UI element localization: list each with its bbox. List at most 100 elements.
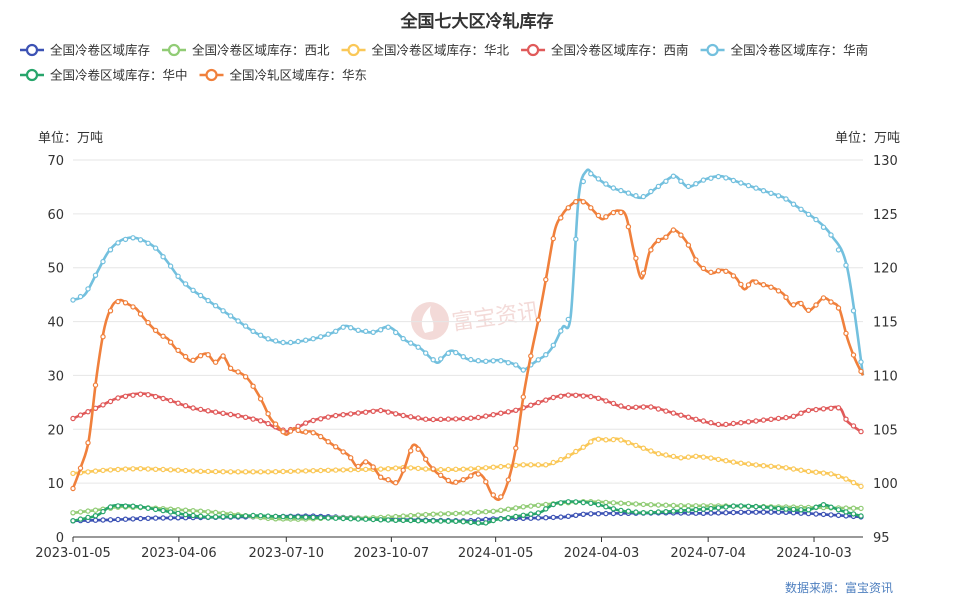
data-point — [798, 507, 804, 513]
data-point — [160, 333, 166, 339]
data-point — [415, 446, 421, 452]
right-y-tick-label: 130 — [873, 154, 898, 169]
data-point — [603, 499, 609, 506]
data-point — [227, 313, 234, 319]
data-point — [100, 508, 106, 515]
data-point — [670, 502, 677, 509]
data-point — [783, 196, 789, 202]
data-point — [858, 368, 864, 375]
data-point — [648, 188, 654, 195]
left-y-tick-label: 10 — [47, 477, 64, 492]
legend-item[interactable]: 全国冷卷区域库存：西南 — [521, 43, 689, 58]
data-point — [565, 499, 572, 505]
data-point — [565, 513, 572, 520]
legend-label: 全国冷卷区域库存：华南 — [731, 43, 869, 58]
legend-item[interactable]: 全国冷卷区域库存：西北 — [162, 43, 330, 58]
data-point — [453, 349, 459, 356]
data-point — [197, 292, 204, 299]
data-point — [858, 428, 864, 435]
data-point — [730, 459, 737, 465]
legend-item[interactable]: 全国冷卷区域库存 — [20, 43, 150, 58]
data-point — [77, 516, 84, 522]
data-point — [197, 508, 204, 514]
data-point — [595, 502, 602, 508]
data-point — [408, 340, 414, 346]
data-point — [145, 505, 151, 511]
data-point — [400, 335, 406, 342]
data-point — [85, 286, 91, 292]
data-point — [468, 519, 474, 526]
right-y-tick-label: 120 — [873, 262, 898, 277]
legend-item[interactable]: 全国冷卷区域库存：华北 — [341, 43, 510, 58]
data-point — [685, 183, 692, 190]
left-y-tick-label: 60 — [47, 208, 64, 223]
data-point — [738, 503, 744, 509]
data-point — [430, 511, 436, 517]
data-point — [745, 182, 752, 189]
data-point — [648, 404, 654, 410]
data-point — [738, 180, 744, 186]
data-point — [460, 519, 466, 525]
data-point — [325, 414, 331, 420]
data-point — [813, 216, 819, 223]
right-unit-label: 单位：万吨 — [835, 131, 900, 146]
legend-item[interactable]: 全国冷轧区域库存：华东 — [199, 68, 368, 83]
data-point — [265, 336, 271, 342]
data-point — [250, 416, 256, 422]
data-point — [460, 466, 466, 472]
data-point — [490, 517, 496, 524]
data-point — [220, 410, 226, 416]
data-point — [167, 339, 174, 345]
data-point — [588, 500, 594, 506]
data-point — [490, 464, 496, 470]
data-point — [303, 429, 309, 435]
data-point — [760, 282, 767, 288]
data-point — [220, 514, 226, 520]
data-point — [753, 185, 759, 191]
data-point — [820, 470, 827, 476]
data-point — [633, 255, 639, 261]
data-point — [738, 281, 744, 288]
data-point — [468, 356, 474, 363]
data-point — [565, 316, 572, 323]
data-point — [745, 509, 752, 515]
data-point — [318, 467, 324, 474]
data-point — [640, 404, 647, 410]
data-point — [490, 492, 496, 498]
data-point — [272, 421, 279, 427]
data-point — [655, 406, 662, 412]
data-point — [535, 462, 542, 468]
data-point — [280, 339, 286, 346]
data-point — [783, 506, 789, 512]
data-point — [753, 462, 759, 468]
series-3 — [70, 436, 864, 490]
data-point — [92, 517, 99, 523]
data-point — [152, 245, 159, 251]
data-point — [813, 406, 819, 413]
data-point — [730, 509, 737, 516]
data-point — [715, 268, 722, 274]
data-point — [190, 357, 196, 363]
legend-item[interactable]: 全国冷卷区域库存：华南 — [700, 43, 869, 58]
data-point — [580, 499, 587, 506]
data-point — [250, 328, 256, 334]
data-point — [573, 499, 579, 505]
data-point — [805, 307, 812, 313]
data-point — [122, 393, 129, 399]
data-point — [663, 502, 669, 508]
data-point — [70, 415, 76, 422]
data-point — [513, 407, 519, 413]
data-point — [287, 468, 294, 474]
data-point — [775, 415, 782, 422]
data-point — [558, 215, 564, 221]
data-point — [528, 503, 534, 509]
data-point — [145, 240, 151, 246]
chart-title: 全国七大区冷轧库存 — [400, 11, 554, 32]
legend-item[interactable]: 全国冷卷区域库存：华中 — [20, 68, 188, 83]
right-y-axis: 95 100 105 110 115 120 125 130 — [873, 154, 898, 546]
data-point — [453, 479, 459, 485]
data-point — [708, 175, 714, 181]
data-point — [633, 192, 639, 199]
data-point — [85, 469, 91, 475]
data-point — [167, 397, 174, 404]
